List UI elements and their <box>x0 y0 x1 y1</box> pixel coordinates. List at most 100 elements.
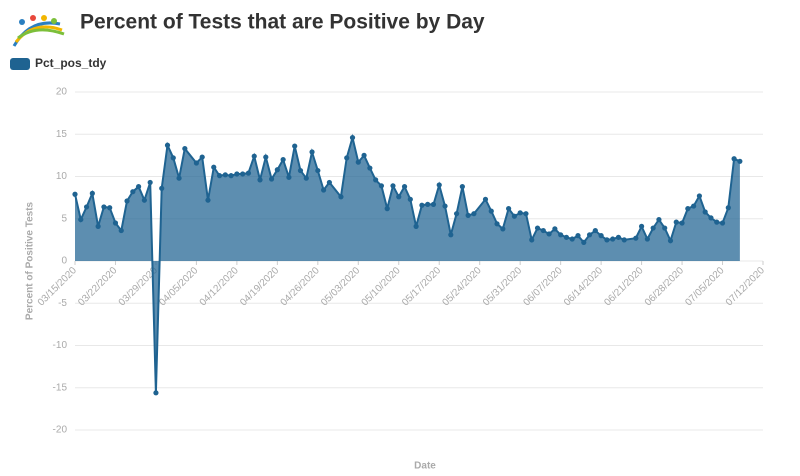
point <box>101 204 107 210</box>
point <box>274 167 280 173</box>
x-tick-label: 04/12/2020 <box>198 265 241 308</box>
point <box>367 165 373 171</box>
point <box>667 238 674 244</box>
point <box>89 190 95 196</box>
point <box>234 171 240 177</box>
point <box>141 197 147 203</box>
point <box>78 216 84 223</box>
point <box>95 223 101 229</box>
point <box>725 205 731 211</box>
point <box>240 171 246 177</box>
point <box>419 202 425 208</box>
point <box>83 204 90 210</box>
point <box>482 196 489 202</box>
point <box>170 155 176 161</box>
point <box>228 173 234 179</box>
point <box>615 234 622 240</box>
point <box>401 184 408 190</box>
point <box>696 193 703 199</box>
point <box>309 149 315 155</box>
point <box>361 152 367 158</box>
point <box>714 219 720 225</box>
point <box>656 216 662 223</box>
x-tick-label: 04/05/2020 <box>157 265 200 308</box>
point <box>719 220 726 226</box>
point <box>130 189 136 195</box>
point <box>280 157 286 163</box>
point <box>112 220 119 226</box>
point <box>153 390 159 396</box>
point <box>575 233 581 239</box>
point <box>448 232 454 238</box>
point <box>436 182 442 188</box>
chart-title: Percent of Tests that are Positive by Da… <box>80 11 485 34</box>
point <box>193 160 200 166</box>
point <box>540 227 546 234</box>
legend-swatch <box>10 58 30 70</box>
y-tick-label: 5 <box>61 213 67 224</box>
x-tick-label: 06/28/2020 <box>643 265 686 308</box>
point <box>344 155 350 161</box>
point <box>662 225 668 231</box>
point <box>303 175 309 181</box>
point <box>586 232 593 238</box>
x-axis-title: Date <box>414 461 436 472</box>
point <box>222 172 228 178</box>
x-tick-label: 05/10/2020 <box>360 265 403 308</box>
point <box>511 213 517 219</box>
x-tick-label: 06/21/2020 <box>602 265 645 308</box>
point <box>638 223 645 229</box>
point <box>650 225 656 231</box>
point <box>644 236 650 242</box>
line <box>74 133 741 393</box>
point <box>107 205 113 211</box>
point <box>182 146 188 152</box>
point <box>390 183 396 189</box>
point <box>338 194 344 200</box>
point <box>199 154 205 160</box>
point <box>378 183 385 189</box>
point <box>135 184 142 190</box>
point <box>685 206 691 212</box>
point <box>598 233 604 239</box>
y-tick-label: -10 <box>53 340 68 351</box>
point <box>506 206 512 212</box>
point <box>731 156 737 162</box>
x-tick-label: 07/05/2020 <box>683 265 726 308</box>
point <box>396 194 402 200</box>
point <box>373 177 379 183</box>
point <box>523 211 529 217</box>
point <box>673 219 679 225</box>
point <box>610 236 616 242</box>
point <box>633 235 639 241</box>
point <box>355 159 361 165</box>
x-tick-label: 07/12/2020 <box>724 265 767 308</box>
y-tick-label: 0 <box>61 256 67 267</box>
point <box>546 231 552 237</box>
point <box>321 187 327 193</box>
x-tick-label: 05/24/2020 <box>441 265 484 308</box>
point <box>315 167 321 174</box>
point <box>691 203 697 209</box>
point <box>558 232 564 238</box>
point <box>679 220 685 226</box>
point <box>251 153 257 159</box>
point <box>118 227 124 234</box>
point <box>263 154 269 160</box>
point <box>211 164 217 170</box>
point <box>592 227 598 234</box>
x-tick-label: 05/03/2020 <box>319 265 362 308</box>
point <box>529 237 535 243</box>
point <box>430 201 437 207</box>
point <box>534 225 541 231</box>
point <box>205 197 211 203</box>
y-tick-label: -20 <box>53 425 68 436</box>
point <box>494 221 500 227</box>
area <box>75 137 740 393</box>
point <box>72 191 78 197</box>
x-tick-label: 03/22/2020 <box>76 265 119 308</box>
y-tick-label: 20 <box>56 87 68 98</box>
point <box>286 174 292 180</box>
point <box>407 196 413 202</box>
